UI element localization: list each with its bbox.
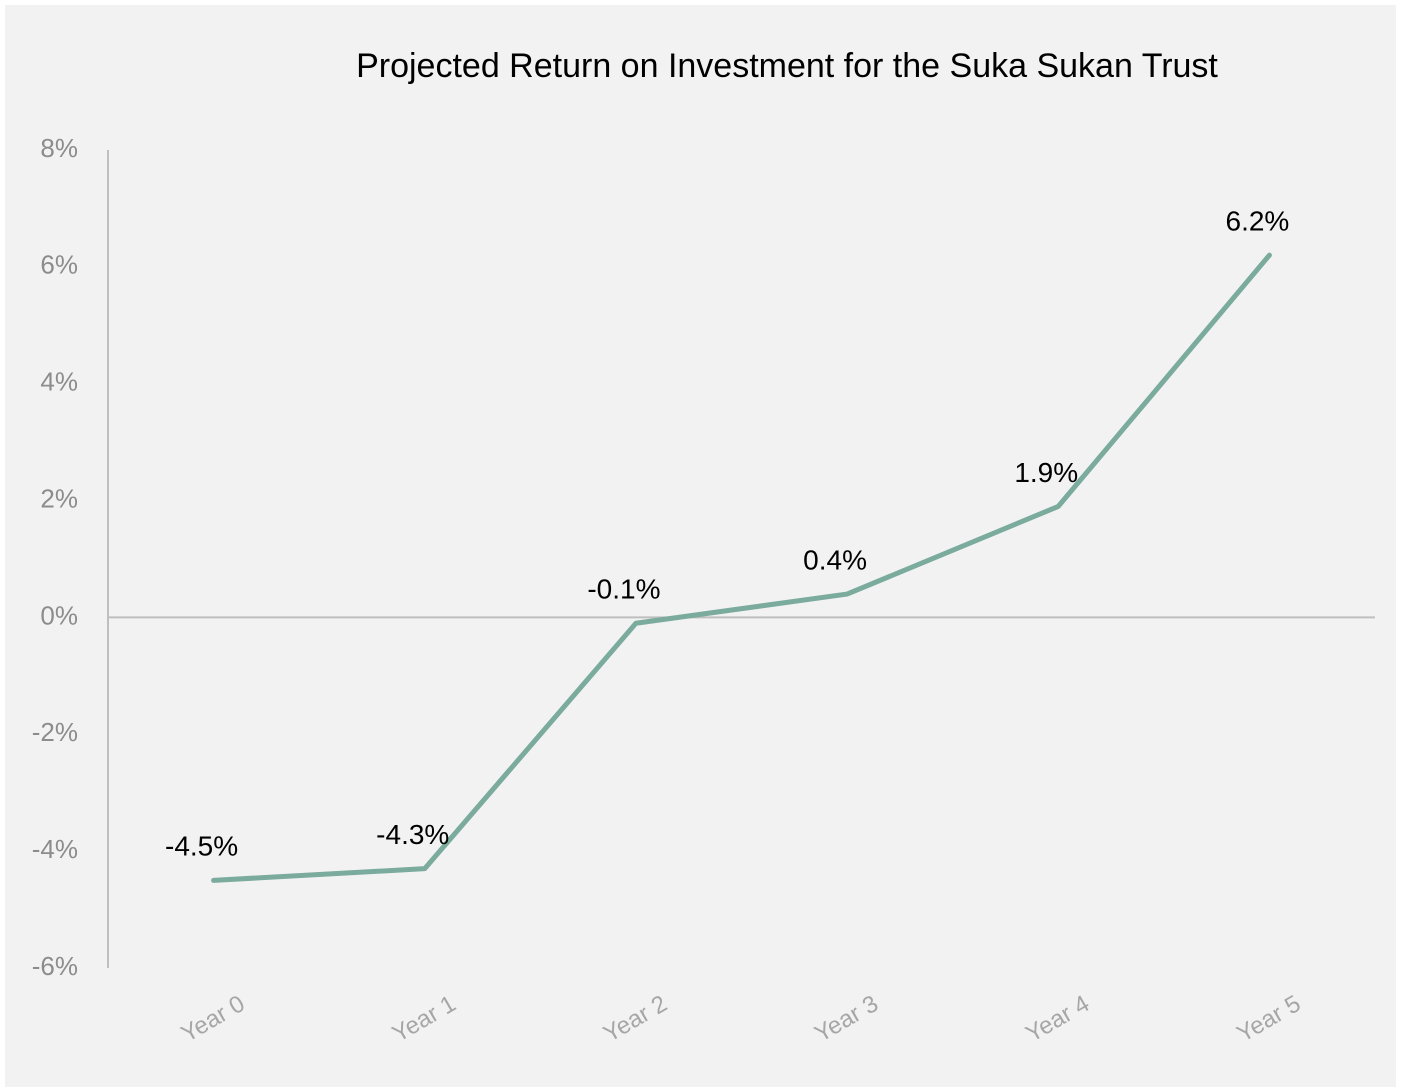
data-label: -4.5%: [165, 831, 238, 862]
chart-background: [5, 5, 1396, 1087]
y-tick-label: -2%: [32, 717, 78, 747]
y-tick-label: -6%: [32, 951, 78, 981]
y-tick-label: 2%: [40, 483, 78, 513]
y-tick-label: 6%: [40, 250, 78, 280]
y-tick-label: 8%: [40, 133, 78, 163]
data-label: 6.2%: [1226, 206, 1290, 237]
data-label: 1.9%: [1014, 457, 1078, 488]
data-line: [211, 252, 1272, 883]
data-label: -0.1%: [587, 574, 660, 605]
chart-title: Projected Return on Investment for the S…: [356, 47, 1218, 85]
y-tick-label: 4%: [40, 367, 78, 397]
y-tick-label: 0%: [40, 600, 78, 630]
data-label: -4.3%: [376, 819, 449, 850]
y-tick-label: -4%: [32, 834, 78, 864]
data-label: 0.4%: [803, 544, 867, 575]
